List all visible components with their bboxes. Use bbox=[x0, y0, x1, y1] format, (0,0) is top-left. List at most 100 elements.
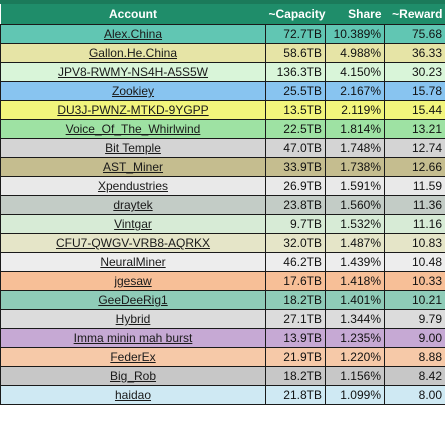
account-link[interactable]: GeeDeeRig1 bbox=[98, 293, 168, 307]
share-cell: 1.439% bbox=[325, 252, 385, 272]
table-row: jgesaw 17.6TB 1.418% 10.33 bbox=[0, 271, 445, 291]
share-cell: 1.401% bbox=[325, 290, 385, 310]
column-header-account[interactable]: Account bbox=[0, 4, 266, 25]
share-cell: 1.560% bbox=[325, 195, 385, 215]
account-link[interactable]: DU3J-PWNZ-MTKD-9YGPP bbox=[57, 103, 209, 117]
reward-cell: 10.33 bbox=[384, 271, 445, 291]
account-cell: Hybrid bbox=[0, 309, 266, 329]
table-row: haidao 21.8TB 1.099% 8.00 bbox=[0, 385, 445, 405]
reward-cell: 10.83 bbox=[384, 233, 445, 253]
column-header-capacity[interactable]: ~Capacity bbox=[265, 4, 326, 25]
account-link[interactable]: Voice_Of_The_Whirlwind bbox=[65, 122, 201, 136]
share-cell: 4.988% bbox=[325, 43, 385, 63]
reward-cell: 11.59 bbox=[384, 176, 445, 196]
capacity-cell: 13.5TB bbox=[265, 100, 326, 120]
account-link[interactable]: Imma minin mah burst bbox=[73, 331, 193, 345]
account-cell: Voice_Of_The_Whirlwind bbox=[0, 119, 266, 139]
account-cell: FederEx bbox=[0, 347, 266, 367]
capacity-cell: 58.6TB bbox=[265, 43, 326, 63]
account-link[interactable]: Hybrid bbox=[115, 312, 151, 326]
table-row: Vintgar 9.7TB 1.532% 11.16 bbox=[0, 214, 445, 234]
account-link[interactable]: NeuralMiner bbox=[100, 255, 166, 269]
reward-cell: 9.79 bbox=[384, 309, 445, 329]
reward-cell: 75.68 bbox=[384, 24, 445, 44]
share-cell: 10.389% bbox=[325, 24, 385, 44]
share-cell: 2.167% bbox=[325, 81, 385, 101]
share-cell: 1.814% bbox=[325, 119, 385, 139]
account-cell: GeeDeeRig1 bbox=[0, 290, 266, 310]
account-link[interactable]: jgesaw bbox=[114, 274, 152, 288]
table-row: GeeDeeRig1 18.2TB 1.401% 10.21 bbox=[0, 290, 445, 310]
capacity-cell: 33.9TB bbox=[265, 157, 326, 177]
share-cell: 2.119% bbox=[325, 100, 385, 120]
capacity-cell: 27.1TB bbox=[265, 309, 326, 329]
share-cell: 1.532% bbox=[325, 214, 385, 234]
reward-cell: 10.21 bbox=[384, 290, 445, 310]
account-link[interactable]: JPV8-RWMY-NS4H-A5S5W bbox=[57, 65, 209, 79]
miner-share-table: Account ~Capacity Share ~Reward Alex.Chi… bbox=[0, 4, 445, 405]
account-cell: haidao bbox=[0, 385, 266, 405]
account-link[interactable]: Big_Rob bbox=[109, 369, 157, 383]
table-row: FederEx 21.9TB 1.220% 8.88 bbox=[0, 347, 445, 367]
top-accent-strip bbox=[0, 0, 445, 4]
share-cell: 1.235% bbox=[325, 328, 385, 348]
share-cell: 1.156% bbox=[325, 366, 385, 386]
account-link[interactable]: Alex.China bbox=[103, 27, 163, 41]
capacity-cell: 13.9TB bbox=[265, 328, 326, 348]
share-cell: 1.591% bbox=[325, 176, 385, 196]
share-cell: 1.099% bbox=[325, 385, 385, 405]
capacity-cell: 18.2TB bbox=[265, 290, 326, 310]
capacity-cell: 72.7TB bbox=[265, 24, 326, 44]
reward-cell: 8.42 bbox=[384, 366, 445, 386]
reward-cell: 15.44 bbox=[384, 100, 445, 120]
table-row: JPV8-RWMY-NS4H-A5S5W 136.3TB 4.150% 30.23 bbox=[0, 62, 445, 82]
capacity-cell: 136.3TB bbox=[265, 62, 326, 82]
account-link[interactable]: Gallon.He.China bbox=[88, 46, 178, 60]
reward-cell: 30.23 bbox=[384, 62, 445, 82]
account-cell: Zookiey bbox=[0, 81, 266, 101]
account-link[interactable]: CFU7-QWGV-VRB8-AQRKX bbox=[55, 236, 211, 250]
account-link[interactable]: haidao bbox=[114, 388, 152, 402]
share-cell: 4.150% bbox=[325, 62, 385, 82]
capacity-cell: 32.0TB bbox=[265, 233, 326, 253]
reward-cell: 11.36 bbox=[384, 195, 445, 215]
table-row: CFU7-QWGV-VRB8-AQRKX 32.0TB 1.487% 10.83 bbox=[0, 233, 445, 253]
table-row: Xpendustries 26.9TB 1.591% 11.59 bbox=[0, 176, 445, 196]
reward-cell: 12.74 bbox=[384, 138, 445, 158]
capacity-cell: 23.8TB bbox=[265, 195, 326, 215]
capacity-cell: 47.0TB bbox=[265, 138, 326, 158]
reward-cell: 11.16 bbox=[384, 214, 445, 234]
account-link[interactable]: Xpendustries bbox=[97, 179, 169, 193]
account-cell: Big_Rob bbox=[0, 366, 266, 386]
account-cell: JPV8-RWMY-NS4H-A5S5W bbox=[0, 62, 266, 82]
column-header-share[interactable]: Share bbox=[325, 4, 385, 25]
share-cell: 1.418% bbox=[325, 271, 385, 291]
account-link[interactable]: AST_Miner bbox=[102, 160, 164, 174]
share-cell: 1.220% bbox=[325, 347, 385, 367]
table-row: DU3J-PWNZ-MTKD-9YGPP 13.5TB 2.119% 15.44 bbox=[0, 100, 445, 120]
account-link[interactable]: FederEx bbox=[110, 350, 156, 364]
capacity-cell: 17.6TB bbox=[265, 271, 326, 291]
reward-cell: 8.88 bbox=[384, 347, 445, 367]
account-cell: Alex.China bbox=[0, 24, 266, 44]
account-cell: DU3J-PWNZ-MTKD-9YGPP bbox=[0, 100, 266, 120]
account-cell: AST_Miner bbox=[0, 157, 266, 177]
table-body: Alex.China 72.7TB 10.389% 75.68 Gallon.He.Ch… bbox=[0, 24, 445, 405]
share-cell: 1.738% bbox=[325, 157, 385, 177]
table-row: Hybrid 27.1TB 1.344% 9.79 bbox=[0, 309, 445, 329]
table-row: Voice_Of_The_Whirlwind 22.5TB 1.814% 13.21 bbox=[0, 119, 445, 139]
account-link[interactable]: Zookiey bbox=[111, 84, 155, 98]
capacity-cell: 46.2TB bbox=[265, 252, 326, 272]
capacity-cell: 22.5TB bbox=[265, 119, 326, 139]
account-link[interactable]: draytek bbox=[113, 198, 153, 212]
reward-cell: 13.21 bbox=[384, 119, 445, 139]
account-link[interactable]: Vintgar bbox=[114, 217, 152, 231]
table-row: draytek 23.8TB 1.560% 11.36 bbox=[0, 195, 445, 215]
account-link[interactable]: Bit Temple bbox=[105, 141, 161, 155]
capacity-cell: 9.7TB bbox=[265, 214, 326, 234]
table-row: Gallon.He.China 58.6TB 4.988% 36.33 bbox=[0, 43, 445, 63]
reward-cell: 36.33 bbox=[384, 43, 445, 63]
column-header-reward[interactable]: ~Reward bbox=[384, 4, 445, 25]
reward-cell: 8.00 bbox=[384, 385, 445, 405]
